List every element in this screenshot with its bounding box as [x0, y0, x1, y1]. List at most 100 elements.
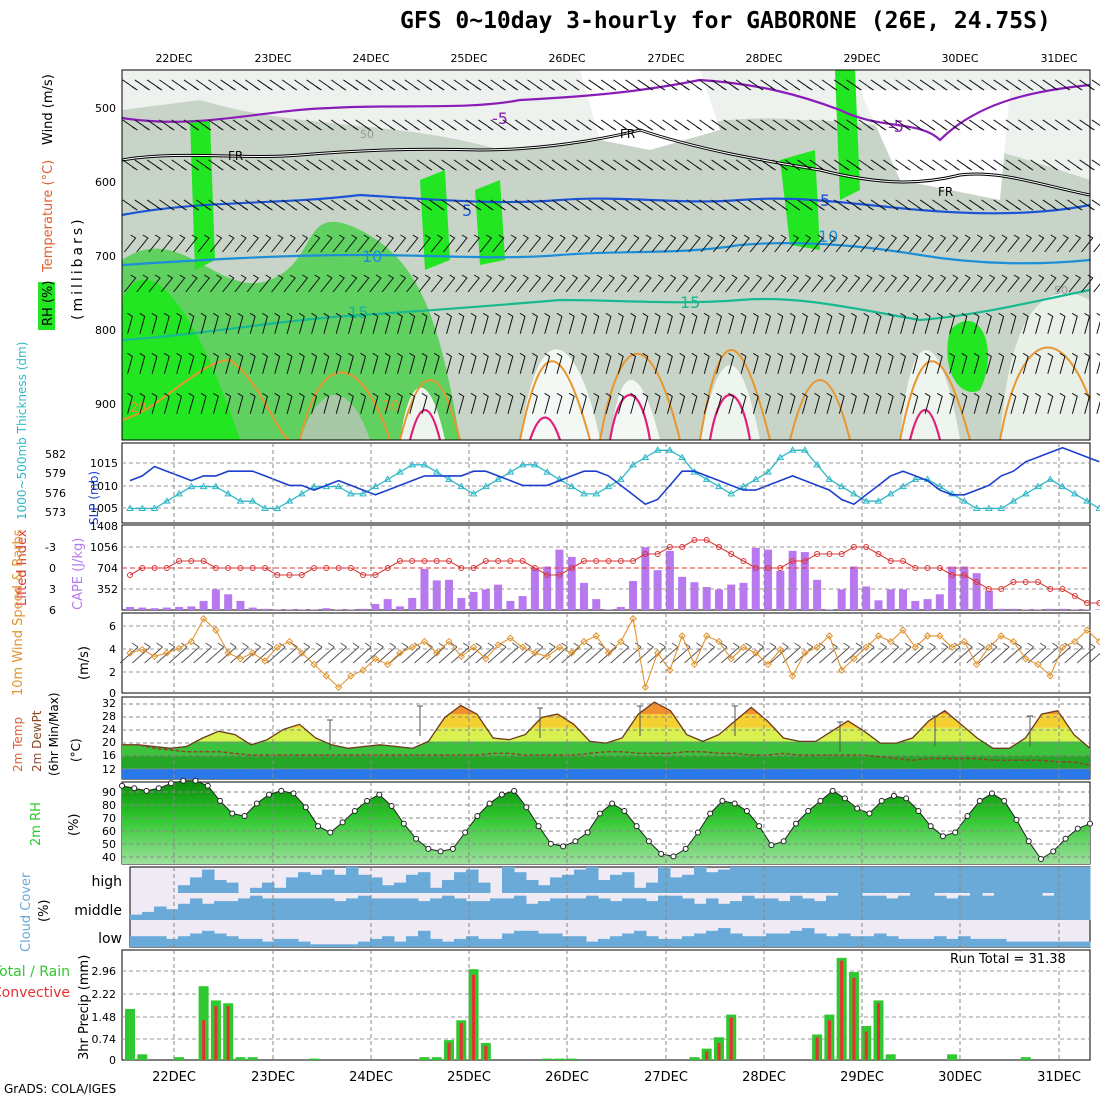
precip-tick: 2.22 — [92, 988, 117, 1001]
lifted-index-point — [814, 551, 821, 557]
upper-wind-barb — [662, 159, 678, 171]
cloud-low-bar — [1030, 941, 1043, 947]
upper-wind-barb — [237, 392, 244, 414]
upper-wind-barb — [556, 312, 563, 334]
upper-wind-barb — [982, 234, 996, 253]
wind-speed-point — [874, 632, 883, 640]
rh-point — [327, 829, 334, 836]
upper-wind-barb — [183, 159, 200, 171]
lifted-index-point — [580, 558, 587, 564]
upper-wind-barb — [416, 119, 433, 131]
thickness-point — [494, 475, 502, 482]
upper-wind-barb — [127, 392, 133, 414]
wind-speed-point — [482, 655, 490, 663]
wind-speed-point — [801, 649, 809, 657]
upper-wind-barb — [728, 352, 735, 374]
thickness-point — [764, 468, 772, 475]
cloud-low-bar — [514, 930, 527, 947]
cloud-high-bar — [514, 872, 527, 893]
upper-wind-barb — [283, 274, 296, 293]
upper-wind-barb — [735, 119, 752, 131]
precip-total-bar — [137, 1054, 148, 1060]
upper-wind-barb — [691, 352, 698, 374]
upper-wind-barb — [887, 392, 894, 414]
thickness-point — [813, 460, 822, 468]
upper-wind-barb — [993, 119, 1009, 131]
cape-tick: 352 — [97, 583, 118, 596]
cape-bar — [555, 549, 564, 610]
precip-tick: 0.74 — [92, 1033, 117, 1046]
upper-wind-barb — [397, 392, 403, 414]
cape-bar — [334, 609, 343, 610]
upper-wind-barb — [789, 352, 796, 374]
upper-wind-barb — [924, 392, 931, 414]
upper-wind-barb — [884, 234, 898, 253]
cloud-low-bar — [202, 930, 215, 947]
precip-total-bar — [419, 1057, 430, 1060]
top-date-label: 24DEC — [352, 52, 389, 65]
cloud-high-bar — [478, 882, 491, 893]
upper-wind-barb — [933, 274, 947, 293]
upper-wind-barb — [406, 234, 419, 253]
wind-speed-point — [1071, 637, 1079, 646]
upper-wind-barb — [183, 199, 200, 211]
upper-wind-barb — [234, 274, 247, 293]
cloud-mid-bar — [982, 895, 995, 920]
cloud-low-bar — [178, 936, 191, 947]
cloud-low-bar — [898, 938, 911, 947]
upper-wind-barb — [749, 274, 763, 293]
upper-wind-barb — [539, 119, 555, 131]
rh-point — [682, 845, 689, 852]
upper-wind-barb — [649, 199, 666, 211]
thickness-point — [960, 497, 969, 504]
upper-wind-barb — [748, 79, 764, 91]
upper-wind-barb — [355, 199, 371, 211]
temp-minmax-mark — [1027, 715, 1033, 746]
contour-label: -5 — [888, 117, 904, 136]
cape-bar — [764, 549, 773, 610]
cloud-high-bar — [358, 874, 371, 893]
contour-label: FR — [228, 149, 243, 163]
upper-wind-barb — [502, 199, 519, 211]
upper-wind-barb — [1091, 79, 1100, 87]
surface-wind-barb — [684, 642, 703, 664]
rh-point — [449, 845, 456, 852]
rh-point — [878, 797, 885, 804]
temp-minmax-mark — [637, 705, 643, 736]
upper-wind-barb — [271, 234, 284, 253]
surface-wind-barb — [868, 642, 887, 664]
upper-wind-barb — [335, 352, 342, 374]
wind-tick: 2 — [109, 666, 116, 679]
upper-wind-barb — [455, 274, 468, 293]
upper-wind-barb — [907, 199, 923, 211]
cloud-high-bar — [910, 867, 923, 893]
upper-wind-barb — [786, 234, 799, 253]
cloud-mid-bar — [898, 895, 911, 920]
cloud-mid-bar — [622, 898, 635, 920]
wind-speed-point — [592, 632, 600, 640]
upper-wind-barb — [883, 119, 899, 131]
cape-bar — [641, 547, 650, 610]
upper-wind-barb — [173, 234, 186, 253]
upper-wind-barb — [752, 352, 759, 374]
cloud-low-bar — [922, 938, 935, 947]
wind-speed-point — [690, 660, 699, 669]
upper-wind-barb — [544, 312, 551, 334]
cloud-high-bar — [682, 874, 695, 893]
cloud-mid-bar — [454, 898, 467, 920]
lifted-index-point — [936, 565, 943, 571]
cloud-low-bar — [1066, 941, 1079, 947]
upper-wind-barb — [478, 159, 494, 171]
lifted-index-point — [225, 565, 232, 571]
upper-wind-barb — [139, 352, 146, 374]
upper-wind-barb — [151, 392, 158, 414]
upper-wind-barb — [1047, 392, 1054, 414]
rh-point — [119, 782, 125, 789]
wind-speed-point — [310, 660, 318, 669]
cloud-low-bar — [826, 936, 839, 947]
upper-wind-barb — [617, 312, 624, 334]
rh-point — [547, 840, 554, 847]
upper-wind-barb — [1042, 159, 1058, 171]
wind-speed-point — [175, 644, 183, 653]
